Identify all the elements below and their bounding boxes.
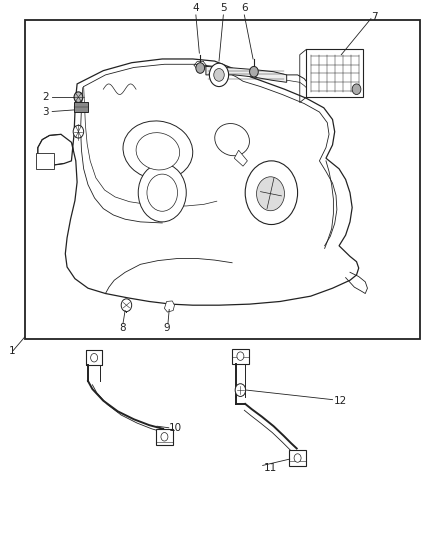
Circle shape: [161, 433, 168, 441]
Circle shape: [138, 164, 186, 222]
Bar: [36, 153, 54, 169]
Circle shape: [257, 177, 285, 211]
Bar: [232, 349, 249, 364]
Bar: [74, 102, 88, 111]
Text: 6: 6: [241, 3, 247, 13]
Polygon shape: [206, 67, 287, 82]
Circle shape: [121, 299, 132, 312]
Text: 7: 7: [371, 12, 378, 21]
Bar: [25, 20, 420, 338]
Ellipse shape: [215, 124, 250, 156]
Bar: [289, 450, 306, 466]
Polygon shape: [234, 150, 247, 166]
Text: 9: 9: [163, 323, 170, 333]
Circle shape: [209, 63, 229, 86]
Circle shape: [235, 384, 246, 397]
Circle shape: [245, 161, 297, 224]
Text: 11: 11: [264, 463, 277, 473]
Text: 1: 1: [9, 346, 15, 356]
Circle shape: [147, 174, 177, 211]
Bar: [155, 429, 173, 445]
Text: 5: 5: [220, 3, 227, 13]
Circle shape: [352, 84, 361, 94]
Text: 10: 10: [169, 423, 182, 433]
Circle shape: [250, 67, 258, 77]
Bar: [86, 350, 102, 365]
Polygon shape: [38, 59, 359, 305]
Circle shape: [91, 353, 98, 362]
Text: 2: 2: [42, 92, 49, 102]
Bar: [306, 50, 363, 97]
Text: 3: 3: [42, 107, 49, 117]
Circle shape: [237, 352, 244, 360]
Text: 4: 4: [193, 3, 199, 13]
Text: 8: 8: [120, 323, 126, 333]
Text: 12: 12: [333, 395, 346, 406]
Circle shape: [294, 454, 301, 462]
Circle shape: [74, 92, 83, 102]
Ellipse shape: [136, 133, 180, 170]
Circle shape: [214, 69, 224, 81]
Polygon shape: [164, 301, 174, 312]
Ellipse shape: [123, 121, 193, 180]
Circle shape: [196, 63, 205, 74]
Circle shape: [73, 125, 84, 138]
